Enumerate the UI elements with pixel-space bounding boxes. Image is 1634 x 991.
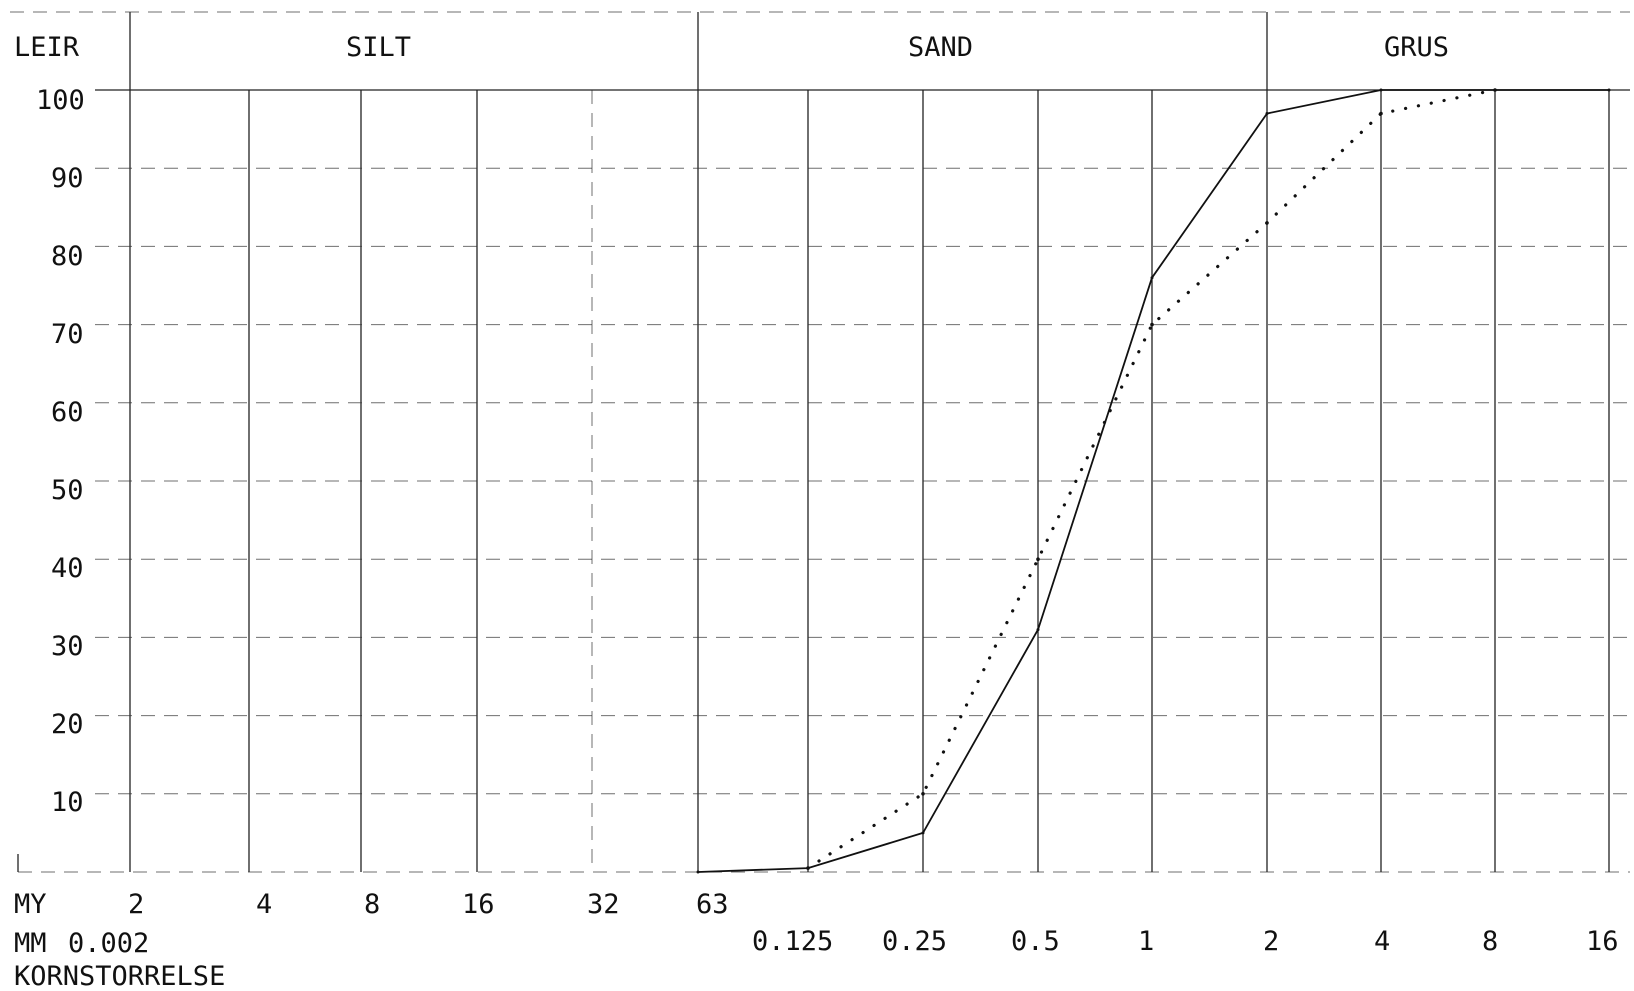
y-tick-label: 80: [51, 241, 84, 272]
zone-label-sand: SAND: [908, 32, 973, 63]
data-point: [1608, 89, 1611, 92]
y-tick-label: 90: [51, 163, 84, 194]
y-tick-label: 50: [51, 475, 84, 506]
y-tick-label: 10: [51, 787, 84, 818]
y-tick-label: 30: [51, 631, 84, 662]
grid: [10, 12, 1630, 872]
x-axis-title: KORNSTORRELSE: [14, 961, 225, 991]
x-tick-label-my: 4: [256, 889, 272, 920]
y-tick-label: 100: [36, 85, 85, 116]
data-point: [1037, 628, 1040, 631]
data-point: [922, 831, 925, 834]
data-point: [921, 792, 925, 796]
x-tick-label-mm: 16: [1586, 926, 1619, 957]
x-tick-label-mm: 0.125: [752, 926, 833, 957]
zone-label-grus: GRUS: [1384, 32, 1449, 63]
x-tick-label-mm: 0.5: [1011, 926, 1060, 957]
data-point: [1150, 323, 1154, 327]
data-point: [1379, 112, 1383, 116]
x-tick-label-my: 16: [462, 889, 495, 920]
x-tick-label-my: 32: [587, 889, 620, 920]
x-tick-label-mm: 1: [1138, 926, 1154, 957]
zone-label-silt: SILT: [346, 32, 411, 63]
x-tick-label-mm: 2: [1263, 926, 1279, 957]
data-point: [806, 866, 810, 870]
zone-label-leir: LEIR: [14, 32, 80, 63]
x-tick-label-my: 2: [128, 889, 144, 920]
data-point: [1151, 276, 1154, 279]
data-point: [697, 871, 700, 874]
data-point: [1493, 88, 1497, 92]
x-tick-label-mm: 0.25: [882, 926, 947, 957]
x-tick-label-my: 8: [364, 889, 380, 920]
data-point: [1036, 557, 1040, 561]
x-tick-label-mm: 0.002: [68, 928, 149, 959]
data-point: [1266, 112, 1269, 115]
x-unit-mm: MM: [14, 928, 47, 959]
x-tick-label-mm: 4: [1374, 926, 1390, 957]
data-point: [1380, 89, 1383, 92]
data-point: [1265, 221, 1269, 225]
y-tick-label: 20: [51, 709, 84, 740]
y-tick-label: 60: [51, 397, 84, 428]
y-tick-label: 70: [51, 319, 84, 350]
y-tick-label: 40: [51, 553, 84, 584]
x-tick-label-mm: 8: [1482, 926, 1498, 957]
x-unit-my: MY: [14, 889, 47, 920]
x-tick-label-my: 63: [696, 889, 729, 920]
